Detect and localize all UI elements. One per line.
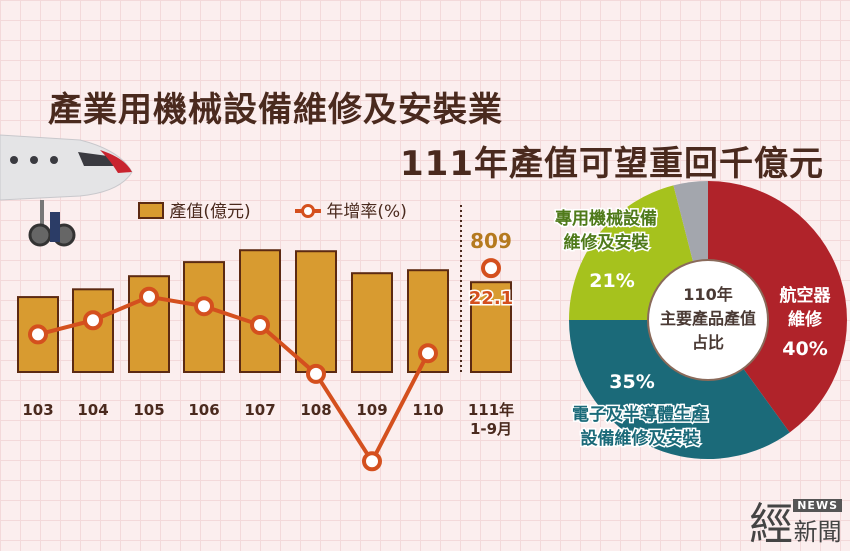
x-tick-7: 110 xyxy=(412,401,443,419)
pie-slice-0 xyxy=(708,181,847,433)
value-label-111: 809 xyxy=(470,229,512,253)
growth-point-3 xyxy=(194,296,214,317)
airplane-illustration xyxy=(0,134,133,247)
legend-bar: 產值(億元) xyxy=(138,197,251,222)
pie-pct-1: 35% xyxy=(609,371,654,393)
pie-pct-2: 21% xyxy=(589,270,634,292)
x-tick-8: 1-9月 xyxy=(470,420,512,438)
pie-label-2: 專用機械設備 xyxy=(555,208,657,229)
bar-3 xyxy=(183,261,225,373)
x-tick-5: 108 xyxy=(300,401,331,419)
title-line-1: 產業用機械設備維修及安裝業 xyxy=(48,90,503,130)
pie-slice-1 xyxy=(569,320,790,459)
growth-point-7 xyxy=(418,343,438,364)
x-tick-3: 106 xyxy=(188,401,219,419)
pie-pct-0: 40% xyxy=(782,338,827,360)
x-tick-4: 107 xyxy=(244,401,275,419)
logo: 經 NEWS 新聞 xyxy=(749,499,842,547)
legend-line: 年增率(%) xyxy=(295,197,407,222)
legend-bar-swatch xyxy=(138,202,164,219)
growth-point-4 xyxy=(250,315,270,335)
pie-center-label: 主要產品產值 xyxy=(660,309,756,328)
growth-point-0 xyxy=(28,324,48,345)
growth-point-6 xyxy=(362,451,382,472)
pie-center-circle xyxy=(647,259,769,381)
x-tick-2: 105 xyxy=(133,401,164,419)
bar-4 xyxy=(239,249,281,373)
growth-point-1 xyxy=(83,310,103,331)
legend-line-label: 年增率(%) xyxy=(326,202,407,222)
legend-bar-label: 產值(億元) xyxy=(169,202,251,222)
logo-main: 經 xyxy=(749,499,794,550)
x-tick-6: 109 xyxy=(356,401,387,419)
x-tick-1: 104 xyxy=(77,401,108,419)
pie-label-2: 維修及安裝 xyxy=(564,232,650,253)
bar-5 xyxy=(295,250,337,373)
growth-line xyxy=(37,294,430,466)
legend-line-swatch xyxy=(295,204,321,218)
rate-label-111: 22.1 xyxy=(469,288,513,309)
logo-news: NEWS xyxy=(793,499,842,512)
title-line-2: 111年產值可望重回千億元 xyxy=(400,144,824,184)
growth-point-2 xyxy=(139,286,159,307)
bar-1 xyxy=(72,288,114,373)
logo-sub: 新聞 xyxy=(793,518,842,546)
growth-point-8 xyxy=(481,258,501,279)
growth-point-5 xyxy=(306,363,326,384)
pie-center-label: 占比 xyxy=(692,333,724,352)
bar-8 xyxy=(470,281,512,373)
pie-center-label: 110年 xyxy=(683,285,732,304)
bar-0 xyxy=(17,296,59,374)
pie-label-aircraft-maintenance: 航空器維修 xyxy=(779,286,831,330)
x-tick-8: 111年 xyxy=(468,401,514,419)
pie-label-1: 電子及半導體生產 xyxy=(572,404,708,425)
bar-6 xyxy=(351,272,393,373)
pie-label-1: 設備維修及安裝 xyxy=(581,428,701,449)
x-tick-0: 103 xyxy=(22,401,53,419)
